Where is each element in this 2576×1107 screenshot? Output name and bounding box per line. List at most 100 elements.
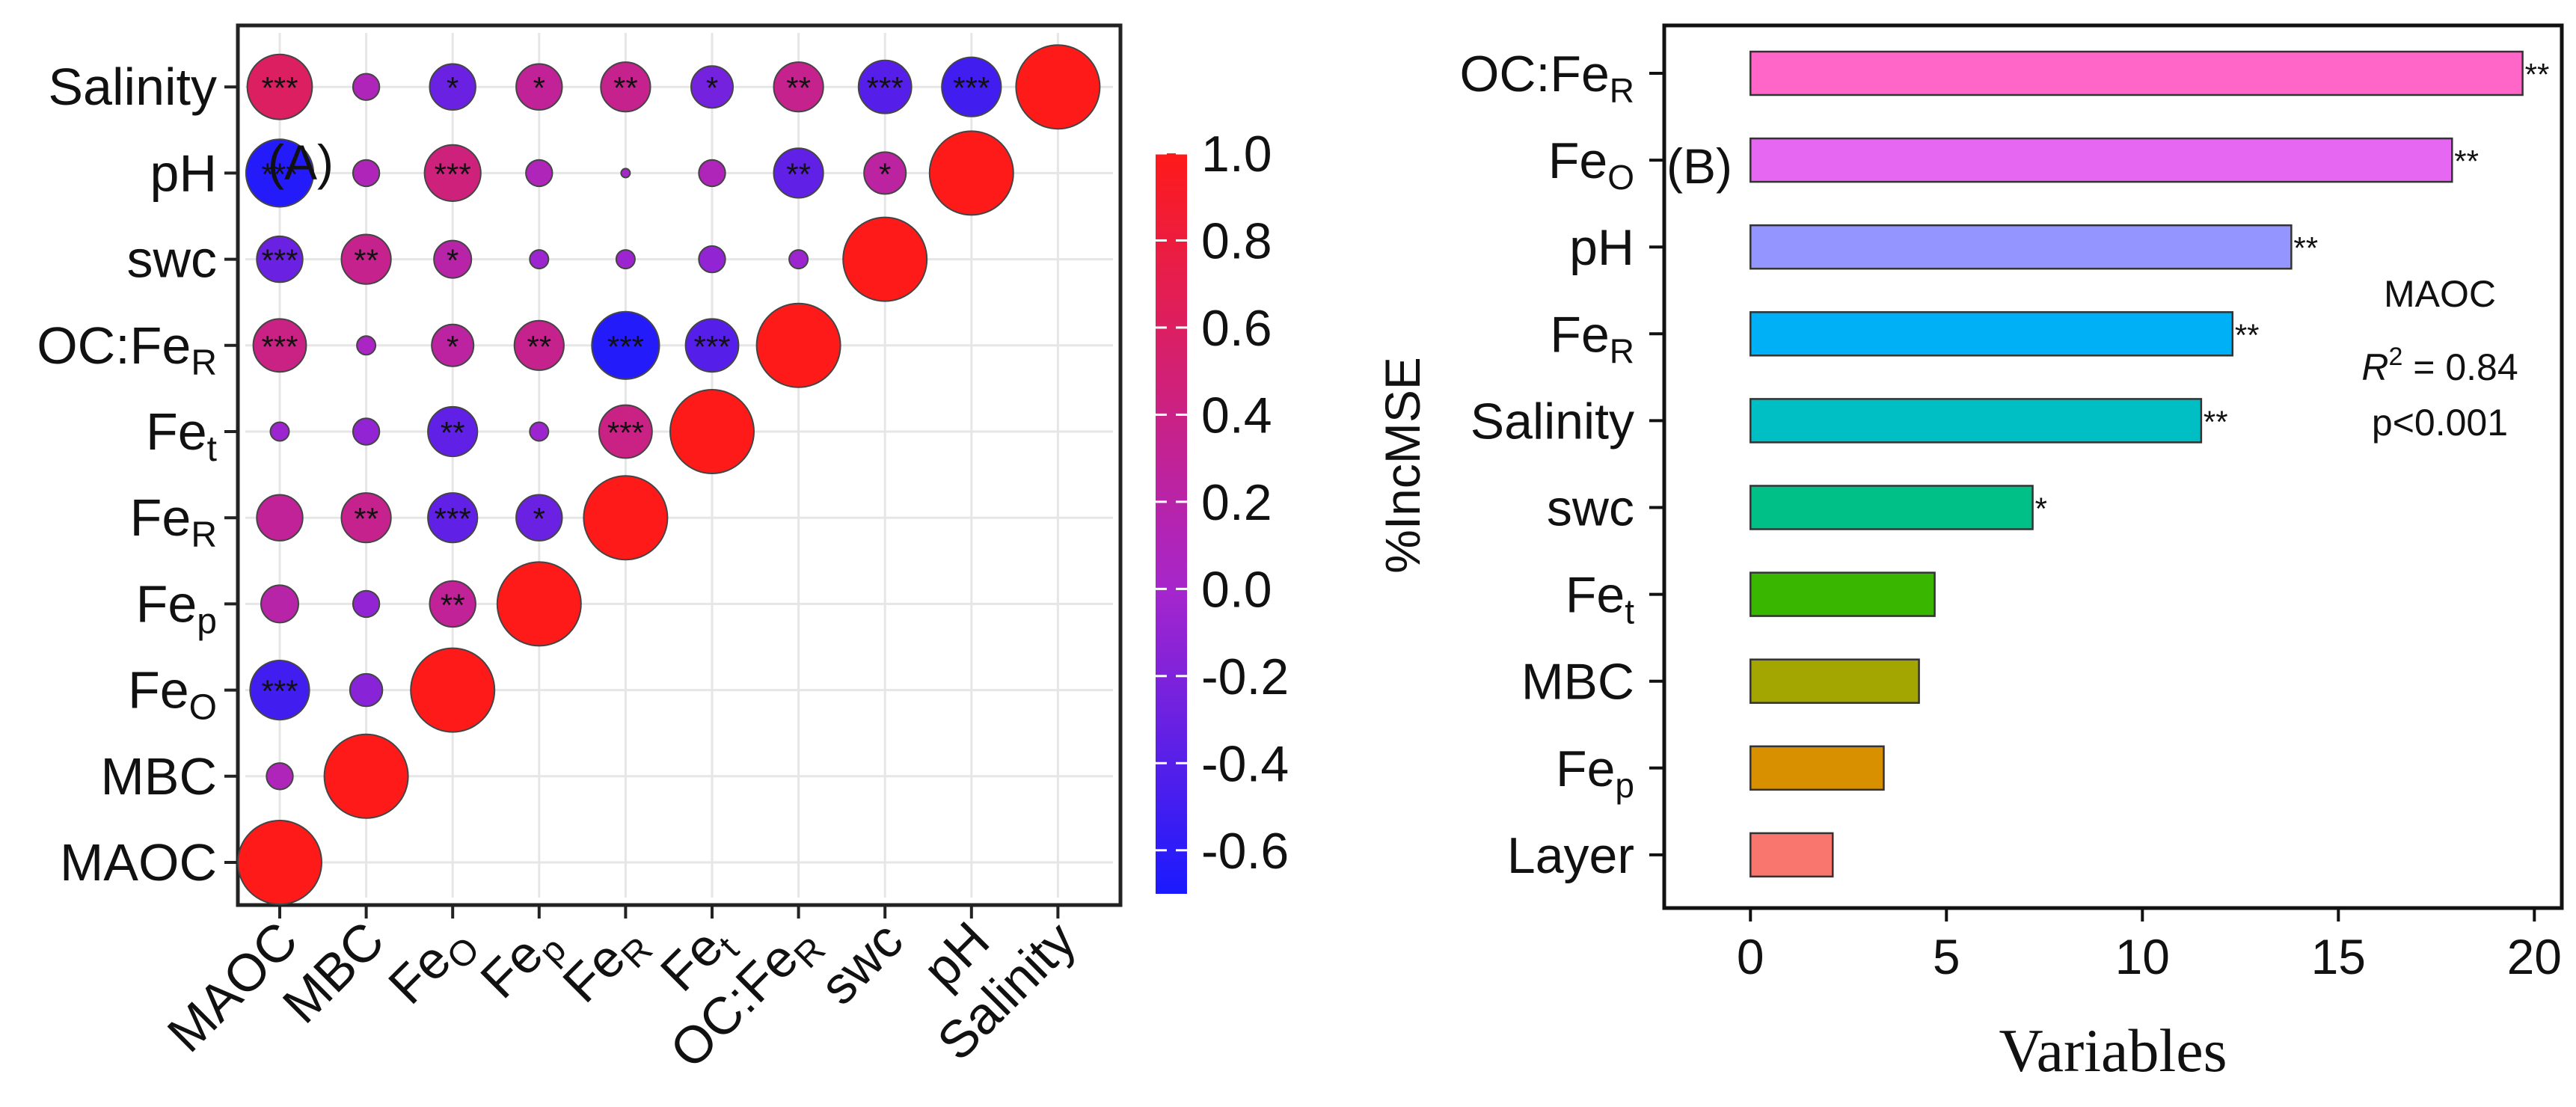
significance-stars: * — [447, 243, 459, 278]
significance-stars: * — [447, 70, 459, 105]
colorbar: 1.0 0.8 0.6 0.4 0.2 0.0 -0.2 -0.4 -0.6 — [1156, 126, 1289, 894]
bar-label-fer-base: Fe — [1550, 306, 1609, 363]
bar-label-fep: Fep — [1556, 740, 1634, 805]
colorbar-tick-label: -0.6 — [1201, 823, 1289, 880]
annotation-r2: R2 = 0.84 — [2361, 343, 2518, 388]
bar-label-fer: FeR — [1550, 306, 1634, 370]
row-label-feo: FeO — [128, 661, 217, 728]
significance-stars: * — [447, 329, 459, 364]
row-label-fer: FeR — [130, 488, 217, 555]
significance-stars: *** — [435, 156, 471, 191]
row-label-fep-base: Fe — [136, 574, 197, 633]
row-label-mbc-base: MBC — [100, 747, 217, 806]
bar-ph — [1749, 224, 2293, 270]
bar-significance-feo: ** — [2454, 144, 2479, 179]
colorbar-tick-label: 0.6 — [1201, 300, 1272, 357]
corr-circle-fet-fet — [669, 389, 755, 474]
corr-circle-salinity-maoc — [246, 53, 313, 120]
bar-label-fet-base: Fe — [1565, 567, 1625, 624]
corr-circle-salinity-fer — [600, 61, 651, 113]
corr-circle-oc-fer-mbc — [356, 335, 377, 356]
corr-circle-ph-fep — [525, 159, 553, 188]
bar-mbc — [1749, 658, 1920, 704]
significance-stars: ** — [354, 501, 378, 536]
corr-circle-ph-mbc — [352, 159, 381, 188]
row-label-oc-fer: OC:FeR — [37, 316, 217, 383]
bar-salinity — [1749, 398, 2203, 444]
col-label-swc: swc — [809, 910, 913, 1015]
row-label-oc-fer-base: OC:Fe — [37, 316, 191, 375]
row-label-swc-base: swc — [126, 230, 217, 289]
row-label-maoc: MAOC — [60, 833, 217, 892]
bar-feo — [1749, 137, 2453, 183]
corr-circle-swc-fer — [615, 249, 636, 270]
significance-stars: *** — [261, 674, 298, 709]
y-axis-title: %IncMSE — [1375, 357, 1430, 574]
corr-circle-salinity-mbc — [352, 73, 381, 101]
bar-swc — [1749, 485, 2034, 530]
bar-significance-swc: * — [2035, 491, 2047, 527]
annotation-p: p<0.001 — [2372, 402, 2508, 444]
corr-circle-maoc-maoc — [237, 820, 322, 905]
annotation-r2-value: = 0.84 — [2402, 346, 2518, 388]
bar-label-feo-sub: O — [1607, 158, 1634, 197]
corr-circle-swc-maoc — [256, 235, 304, 283]
corr-circle-ph-swc — [863, 151, 907, 195]
bar-label-layer: Layer — [1507, 827, 1634, 884]
colorbar-tick-label: 0.8 — [1201, 212, 1272, 269]
row-label-swc: swc — [126, 230, 217, 289]
significance-stars: *** — [261, 70, 298, 105]
significance-stars: ** — [786, 70, 811, 105]
significance-stars: *** — [607, 329, 644, 364]
significance-stars: *** — [261, 243, 298, 278]
corr-circle-ph-maoc — [245, 138, 315, 208]
corr-circle-fer-maoc — [256, 494, 304, 542]
col-label-mbc-base: MBC — [272, 910, 395, 1034]
row-label-fer-sub: R — [191, 515, 217, 555]
significance-stars: *** — [435, 501, 471, 536]
x-tick-label: 10 — [2115, 929, 2170, 984]
corr-circle-oc-fer-maoc — [252, 318, 307, 373]
corr-circle-swc-fet — [698, 245, 726, 274]
corr-circle-ph-fer — [620, 168, 631, 179]
significance-stars: *** — [261, 156, 298, 191]
x-axis-title: Variables — [1999, 1016, 2227, 1085]
corr-circle-swc-swc — [842, 216, 928, 302]
significance-stars: *** — [607, 415, 644, 450]
corr-circle-swc-oc-fer — [788, 249, 809, 270]
corr-circle-fer-mbc — [340, 492, 392, 544]
row-label-maoc-base: MAOC — [60, 833, 217, 892]
row-label-fer-base: Fe — [130, 488, 191, 547]
corr-circle-fep-mbc — [352, 589, 381, 619]
bar-label-swc: swc — [1547, 480, 1634, 537]
bar-significance-salinity: ** — [2204, 404, 2228, 439]
corr-circle-salinity-salinity — [1015, 44, 1101, 130]
corr-circle-fet-fep — [529, 421, 550, 442]
corr-circle-salinity-oc-fer — [773, 61, 824, 113]
x-tick-label: 5 — [1933, 929, 1960, 984]
colorbar-tick-label: 0.0 — [1201, 561, 1272, 618]
corr-circle-fer-fep — [515, 494, 563, 542]
corr-circle-oc-fer-feo — [431, 323, 475, 367]
model-annotation: MAOC R2 = 0.84 p<0.001 — [2361, 273, 2518, 444]
corr-circle-salinity-feo — [429, 63, 476, 111]
significance-stars: *** — [261, 329, 298, 364]
heatmap-cells: ******* *** *** ****** * ** *** ****** ** **** ***… — [237, 44, 1101, 905]
significance-stars: ** — [786, 156, 811, 191]
corr-circle-feo-mbc — [349, 672, 384, 708]
annotation-title: MAOC — [2384, 273, 2496, 315]
significance-stars: *** — [953, 70, 990, 105]
corr-circle-swc-fep — [529, 249, 550, 270]
significance-stars: ** — [441, 587, 465, 622]
corr-circle-fet-maoc — [269, 421, 290, 442]
corr-circle-ph-oc-fer — [773, 147, 824, 199]
col-label-swc-base: swc — [809, 910, 913, 1015]
corr-circle-oc-fer-fep — [513, 319, 565, 371]
significance-stars: ** — [527, 329, 551, 364]
x-tick-label: 0 — [1737, 929, 1764, 984]
significance-stars: ** — [613, 70, 638, 105]
bar-significance-fer: ** — [2235, 317, 2260, 352]
